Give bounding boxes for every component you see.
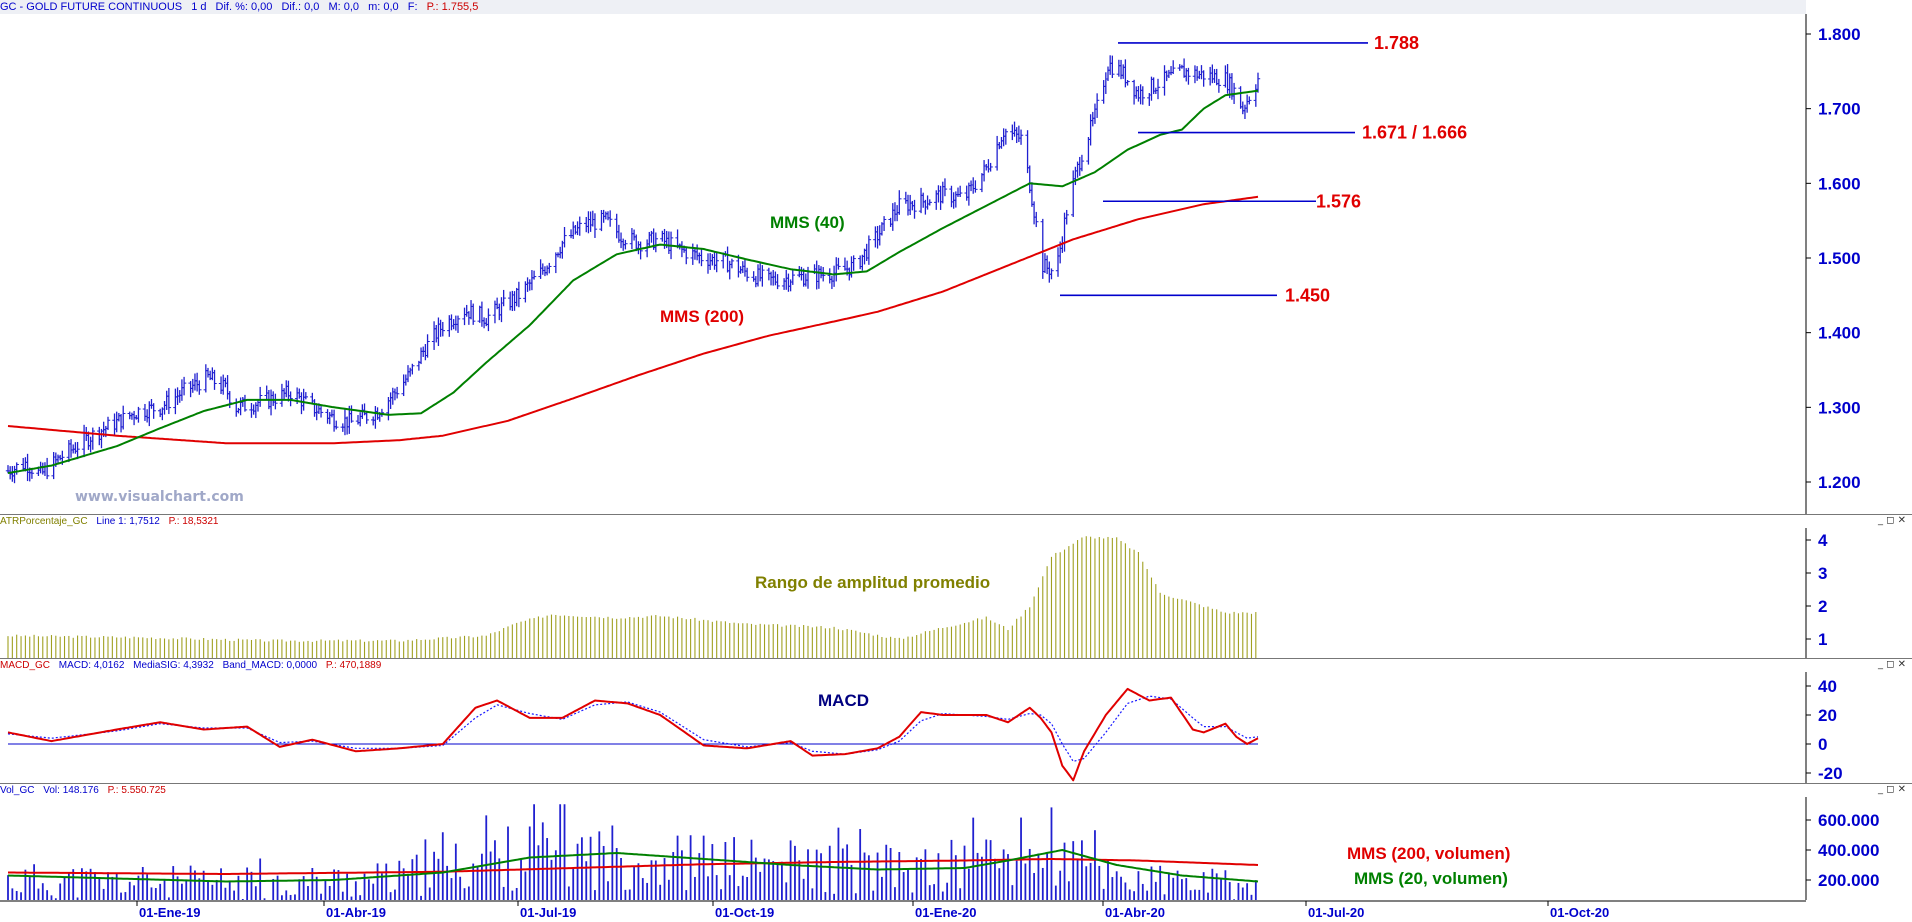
atr-title: Rango de amplitud promedio [755, 573, 990, 592]
x-tick-label: 01-Oct-20 [1550, 905, 1609, 920]
price-label: P.: 1.755,5 [426, 1, 479, 13]
y-tick-label: 1.300 [1818, 398, 1861, 417]
price-panel-header: GC - GOLD FUTURE CONTINUOUS 1 d Dif. %: … [0, 0, 1806, 14]
atr-name-label: ATRPorcentaje_GC [0, 516, 88, 527]
macd-panel-controls[interactable]: _ ◻ ✕ [1877, 659, 1906, 670]
macd-band-label: Band_MACD: 0,0000 [222, 660, 318, 671]
vol-name-label: Vol_GC [0, 785, 35, 796]
atr-p-label: P.: 18,5321 [168, 516, 219, 527]
atr-line-label: Line 1: 1,7512 [96, 516, 160, 527]
y-tick-label: 200.000 [1818, 871, 1879, 890]
y-tick-label: 1.500 [1818, 249, 1861, 268]
y-tick-label: 40 [1818, 677, 1837, 696]
x-tick-label: 01-Oct-19 [715, 905, 774, 920]
level-label: 1.671 / 1.666 [1362, 123, 1467, 143]
mms40-line [7, 89, 1259, 474]
vol-value-label: Vol: 148.176 [43, 785, 99, 796]
vol-p-label: P.: 5.550.725 [107, 785, 166, 796]
y-tick-label: 3 [1818, 564, 1827, 583]
level-label: 1.450 [1285, 285, 1330, 305]
y-tick-label: 1.200 [1818, 473, 1861, 492]
vol-mms200-line [8, 858, 1259, 875]
f-label: F: [407, 1, 418, 13]
macd-value-label: MACD: 4,0162 [58, 660, 125, 671]
macd-p-label: P.: 470,1889 [325, 660, 382, 671]
y-tick-label: 20 [1818, 706, 1837, 725]
y-tick-label: 1 [1818, 630, 1827, 649]
interval-label: 1 d [191, 1, 207, 13]
x-tick-label: 01-Jul-19 [520, 905, 576, 920]
y-tick-label: 0 [1818, 735, 1827, 754]
level-label: 1.576 [1316, 191, 1361, 211]
max-label: M: 0,0 [328, 1, 360, 13]
macd-title: MACD [818, 691, 869, 710]
x-tick-label: 01-Abr-19 [326, 905, 386, 920]
panel-separator [0, 514, 1912, 515]
vol-mms20-label: MMS (20, volumen) [1354, 869, 1508, 888]
mms40-label: MMS (40) [770, 213, 845, 232]
dif-label: Dif.: 0,0 [281, 1, 320, 13]
atr-panel-header: ATRPorcentaje_GC Line 1: 1,7512 P.: 18,5… [0, 516, 224, 528]
x-tick-label: 01-Abr-20 [1105, 905, 1165, 920]
watermark: www.visualchart.com [75, 489, 244, 505]
y-tick-label: 1.800 [1818, 25, 1861, 44]
y-tick-label: 600.000 [1818, 811, 1879, 830]
y-tick-label: 2 [1818, 597, 1827, 616]
atr-panel-controls[interactable]: _ ◻ ✕ [1877, 515, 1906, 526]
x-tick-label: 01-Jul-20 [1308, 905, 1364, 920]
macd-panel-header: MACD_GC MACD: 4,0162 MediaSIG: 4,3932 Ba… [0, 660, 387, 672]
date-axis: 01-Ene-19 01-Abr-19 01-Jul-19 01-Oct-19 01-E… [0, 900, 1806, 920]
panel-separator [0, 783, 1912, 784]
x-tick-label: 01-Ene-20 [915, 905, 976, 920]
macd-name-label: MACD_GC [0, 660, 51, 671]
y-tick-label: 4 [1818, 531, 1828, 550]
min-label: m: 0,0 [368, 1, 399, 13]
vol-panel-controls[interactable]: _ ◻ ✕ [1877, 784, 1906, 795]
macd-chart[interactable]: 40 20 0 -20 MACD [0, 672, 1912, 783]
macd-sig-label: MediaSIG: 4,3932 [133, 660, 214, 671]
volume-chart[interactable]: 600.000 400.000 200.000 MMS (200, volumen) M… [0, 797, 1912, 900]
y-tick-label: 400.000 [1818, 841, 1879, 860]
level-label: 1.788 [1374, 33, 1419, 53]
y-tick-label: 1.600 [1818, 174, 1861, 193]
dif-pct-label: Dif. %: 0,00 [215, 1, 273, 13]
x-tick-label: 01-Ene-19 [139, 905, 200, 920]
y-tick-label: 1.400 [1818, 324, 1861, 343]
macd-line [7, 687, 1259, 782]
y-tick-label: 1.700 [1818, 100, 1861, 119]
vol-mms20-line [7, 849, 1259, 883]
vol-panel-header: Vol_GC Vol: 148.176 P.: 5.550.725 [0, 785, 172, 797]
symbol-label: GC - GOLD FUTURE CONTINUOUS [0, 1, 183, 13]
price-chart[interactable]: 1.800 1.700 1.600 1.500 1.400 1.300 1.200 1.788… [0, 14, 1912, 514]
vol-mms200-label: MMS (200, volumen) [1347, 844, 1510, 863]
mms200-line [7, 195, 1259, 445]
atr-chart[interactable]: 4 3 2 1 Rango de amplitud promedio [0, 528, 1912, 658]
mms200-label: MMS (200) [660, 307, 744, 326]
y-tick-label: -20 [1818, 764, 1843, 783]
panel-separator [0, 658, 1912, 659]
